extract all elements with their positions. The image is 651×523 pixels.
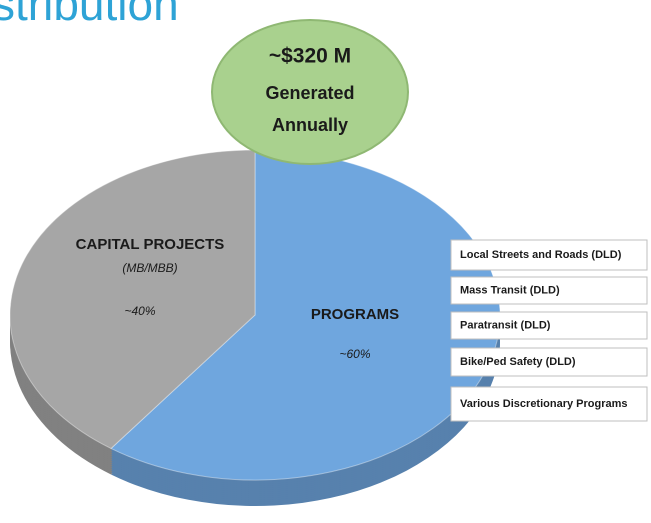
slice-label: CAPITAL PROJECTS: [76, 236, 225, 253]
program-box: [450, 347, 648, 377]
program-item: Mass Transit (DLD): [460, 284, 560, 296]
program-item: Paratransit (DLD): [460, 319, 551, 331]
program-box: [450, 276, 648, 305]
slice-note: (MB/MBB): [122, 261, 177, 275]
slice-label: PROGRAMS: [311, 306, 399, 323]
callout-text: Generated: [265, 83, 354, 103]
program-box: [450, 386, 648, 422]
program-item: Local Streets and Roads (DLD): [460, 249, 622, 261]
value-label: ~40%: [124, 304, 155, 318]
program-item: Bike/Ped Safety (DLD): [460, 356, 576, 368]
program-box: [450, 239, 648, 271]
program-item: Various Discretionary Programs: [460, 398, 628, 410]
program-box: [450, 311, 648, 340]
callout-bubble: [211, 19, 409, 165]
callout-text: Annually: [272, 115, 348, 135]
value-label: ~60%: [339, 347, 370, 361]
chart-title: stribution: [0, 0, 179, 30]
slice: [9, 149, 256, 450]
callout-text: ~$320 M: [269, 45, 351, 68]
